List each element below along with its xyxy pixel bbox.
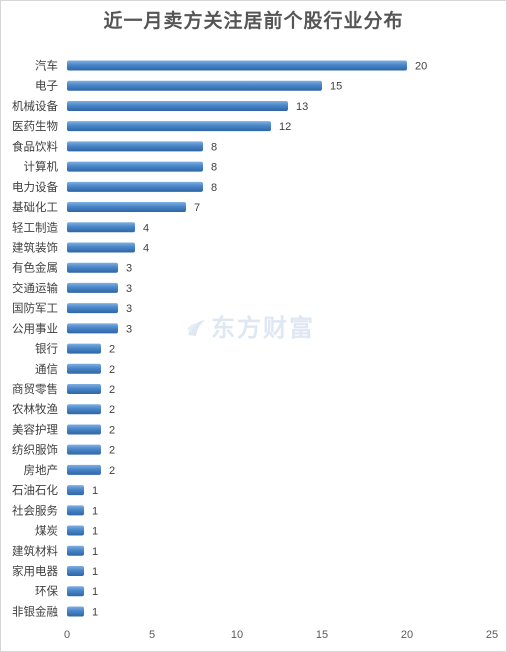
value-label: 3 xyxy=(126,323,132,335)
bar xyxy=(67,424,101,435)
bar xyxy=(67,444,101,455)
bar xyxy=(67,586,84,597)
value-label: 15 xyxy=(330,81,342,93)
bar xyxy=(67,606,84,617)
value-label: 1 xyxy=(92,566,98,578)
watermark-text: 东方财富 xyxy=(211,314,315,342)
bar xyxy=(67,181,203,192)
category-label: 机械设备 xyxy=(12,99,58,113)
category-label: 美容护理 xyxy=(12,422,58,436)
bar xyxy=(67,262,118,273)
category-label: 商贸零售 xyxy=(12,382,58,396)
bar xyxy=(67,282,118,293)
bar xyxy=(67,404,101,415)
value-label: 4 xyxy=(143,222,149,234)
value-label: 2 xyxy=(109,465,115,477)
x-tick-label: 0 xyxy=(64,629,70,641)
bar xyxy=(67,303,118,314)
category-label: 计算机 xyxy=(24,160,59,174)
bar xyxy=(67,323,118,334)
bar xyxy=(67,60,407,71)
category-label: 社会服务 xyxy=(12,503,58,517)
category-label: 汽车 xyxy=(35,59,58,73)
value-label: 2 xyxy=(109,344,115,356)
bar xyxy=(67,545,84,556)
x-tick-label: 25 xyxy=(486,629,498,641)
bar xyxy=(67,222,135,233)
bar xyxy=(67,161,203,172)
value-label: 1 xyxy=(92,526,98,538)
category-label: 轻工制造 xyxy=(12,220,58,234)
category-label: 医药生物 xyxy=(12,119,58,133)
value-label: 2 xyxy=(109,384,115,396)
chart-title: 近一月卖方关注居前个股行业分布 xyxy=(103,10,404,32)
category-label: 石油石化 xyxy=(12,483,58,497)
value-label: 12 xyxy=(279,121,291,133)
category-label: 煤炭 xyxy=(35,524,58,538)
bar xyxy=(67,384,101,395)
category-label: 公用事业 xyxy=(12,321,58,335)
value-label: 3 xyxy=(126,303,132,315)
category-label: 有色金属 xyxy=(12,261,58,275)
value-label: 3 xyxy=(126,263,132,275)
category-label: 农林牧渔 xyxy=(12,402,58,416)
value-label: 2 xyxy=(109,424,115,436)
category-label: 建筑材料 xyxy=(12,544,58,558)
bar xyxy=(67,464,101,475)
bar xyxy=(67,121,271,132)
x-tick-label: 5 xyxy=(149,629,155,641)
category-label: 基础化工 xyxy=(12,200,58,214)
category-label: 交通运输 xyxy=(12,281,58,295)
category-label: 环保 xyxy=(35,584,58,598)
category-label: 食品饮料 xyxy=(12,139,58,153)
value-label: 2 xyxy=(109,445,115,457)
x-tick-label: 20 xyxy=(401,629,413,641)
category-label: 通信 xyxy=(35,362,58,376)
bar xyxy=(67,141,203,152)
x-tick-label: 10 xyxy=(231,629,243,641)
value-label: 2 xyxy=(109,404,115,416)
value-label: 20 xyxy=(415,61,427,73)
category-label: 非银金融 xyxy=(12,604,58,618)
category-label: 电子 xyxy=(35,79,58,93)
value-label: 2 xyxy=(109,364,115,376)
category-label: 电力设备 xyxy=(12,180,58,194)
watermark: 东方财富 xyxy=(185,308,315,343)
value-label: 8 xyxy=(211,182,217,194)
category-label: 家用电器 xyxy=(12,564,58,578)
bar xyxy=(67,505,84,516)
bar xyxy=(67,202,186,213)
value-label: 3 xyxy=(126,283,132,295)
value-label: 8 xyxy=(211,162,217,174)
bar xyxy=(67,80,322,91)
eastmoney-logo-icon xyxy=(187,320,205,336)
value-label: 1 xyxy=(92,505,98,517)
value-label: 4 xyxy=(143,242,149,254)
bar xyxy=(67,485,84,496)
value-label: 1 xyxy=(92,606,98,618)
value-label: 1 xyxy=(92,485,98,497)
value-label: 1 xyxy=(92,546,98,558)
category-label: 房地产 xyxy=(24,463,59,477)
bar xyxy=(67,525,84,536)
bar xyxy=(67,566,84,576)
category-label: 银行 xyxy=(35,342,58,356)
value-label: 8 xyxy=(211,141,217,153)
category-label: 纺织服饰 xyxy=(12,443,58,457)
bar xyxy=(67,100,288,111)
bar xyxy=(67,242,135,253)
value-label: 13 xyxy=(296,101,308,113)
category-label: 国防军工 xyxy=(12,301,58,315)
value-label: 1 xyxy=(92,586,98,598)
bar xyxy=(67,363,101,374)
bar xyxy=(67,343,101,354)
x-tick-label: 15 xyxy=(316,629,328,641)
category-label: 建筑装饰 xyxy=(12,240,58,254)
value-label: 7 xyxy=(194,202,200,214)
